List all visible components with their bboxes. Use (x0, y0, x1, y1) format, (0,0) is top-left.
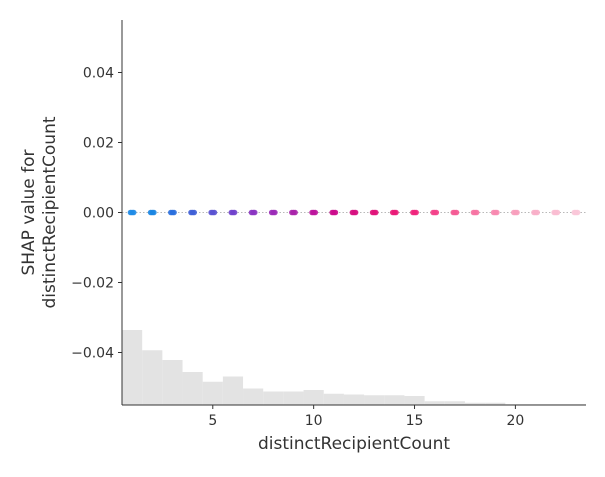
scatter-point (473, 209, 480, 216)
x-tick-label: 10 (305, 413, 323, 429)
scatter-point (272, 209, 278, 216)
scatter-point (514, 209, 520, 216)
y-tick-label: −0.04 (71, 346, 114, 362)
histogram-bar (323, 393, 344, 405)
y-axis-label-line-1: SHAP value for (19, 149, 39, 275)
histogram-bar (283, 391, 304, 405)
y-tick-label: −0.02 (71, 276, 114, 292)
scatter-point (352, 209, 359, 216)
histogram-bar (464, 402, 486, 405)
scatter-point (171, 209, 177, 216)
x-axis-label: distinctRecipientCount (258, 434, 450, 454)
histogram-bar (142, 350, 163, 405)
y-tick-label: 0.00 (83, 206, 114, 222)
x-tick-label: 20 (506, 413, 524, 429)
histogram-bar (162, 360, 183, 405)
histogram-bar (182, 372, 203, 405)
scatter-point (413, 209, 419, 216)
histogram-bar (424, 401, 445, 405)
scatter-point (231, 209, 238, 216)
histogram-bar (404, 396, 425, 405)
scatter-point (372, 209, 379, 216)
scatter-point (191, 209, 198, 216)
scatter-point (211, 209, 218, 216)
histogram-bar (444, 401, 465, 405)
scatter-point (393, 209, 399, 216)
scatter-point (574, 209, 581, 216)
y-axis-label-line-2: distinctRecipientCount (40, 116, 60, 308)
y-tick-label: 0.02 (83, 136, 114, 152)
scatter-point (312, 209, 319, 216)
y-axis-ticks: 0.04 0.02 0.00 −0.02 −0.04 (71, 66, 122, 362)
scatter-point (151, 209, 157, 216)
histogram-bar (303, 390, 324, 405)
x-tick-label: 5 (208, 413, 217, 429)
x-tick-label: 15 (406, 413, 424, 429)
points-layer (127, 209, 581, 216)
histogram-bar (384, 395, 405, 405)
scatter-point (130, 209, 137, 216)
scatter-point (453, 209, 460, 216)
x-axis-ticks: 5 10 15 20 (208, 405, 524, 429)
histogram-bar (202, 381, 223, 405)
scatter-point (534, 209, 540, 216)
scatter-point (433, 209, 440, 216)
histogram-bar (222, 376, 244, 405)
scatter-point (554, 209, 561, 216)
histogram-bar (263, 391, 284, 405)
scatter-point (251, 209, 258, 216)
scatter-point (494, 209, 500, 216)
y-tick-label: 0.04 (83, 66, 114, 82)
histogram-bar (243, 388, 264, 405)
histogram-bar (485, 402, 506, 405)
scatter-point (332, 209, 339, 216)
histogram-layer (122, 330, 586, 405)
histogram-bar (343, 394, 365, 405)
scatter-point (292, 209, 298, 216)
histogram-bar (364, 395, 385, 405)
histogram-bar (122, 330, 143, 405)
